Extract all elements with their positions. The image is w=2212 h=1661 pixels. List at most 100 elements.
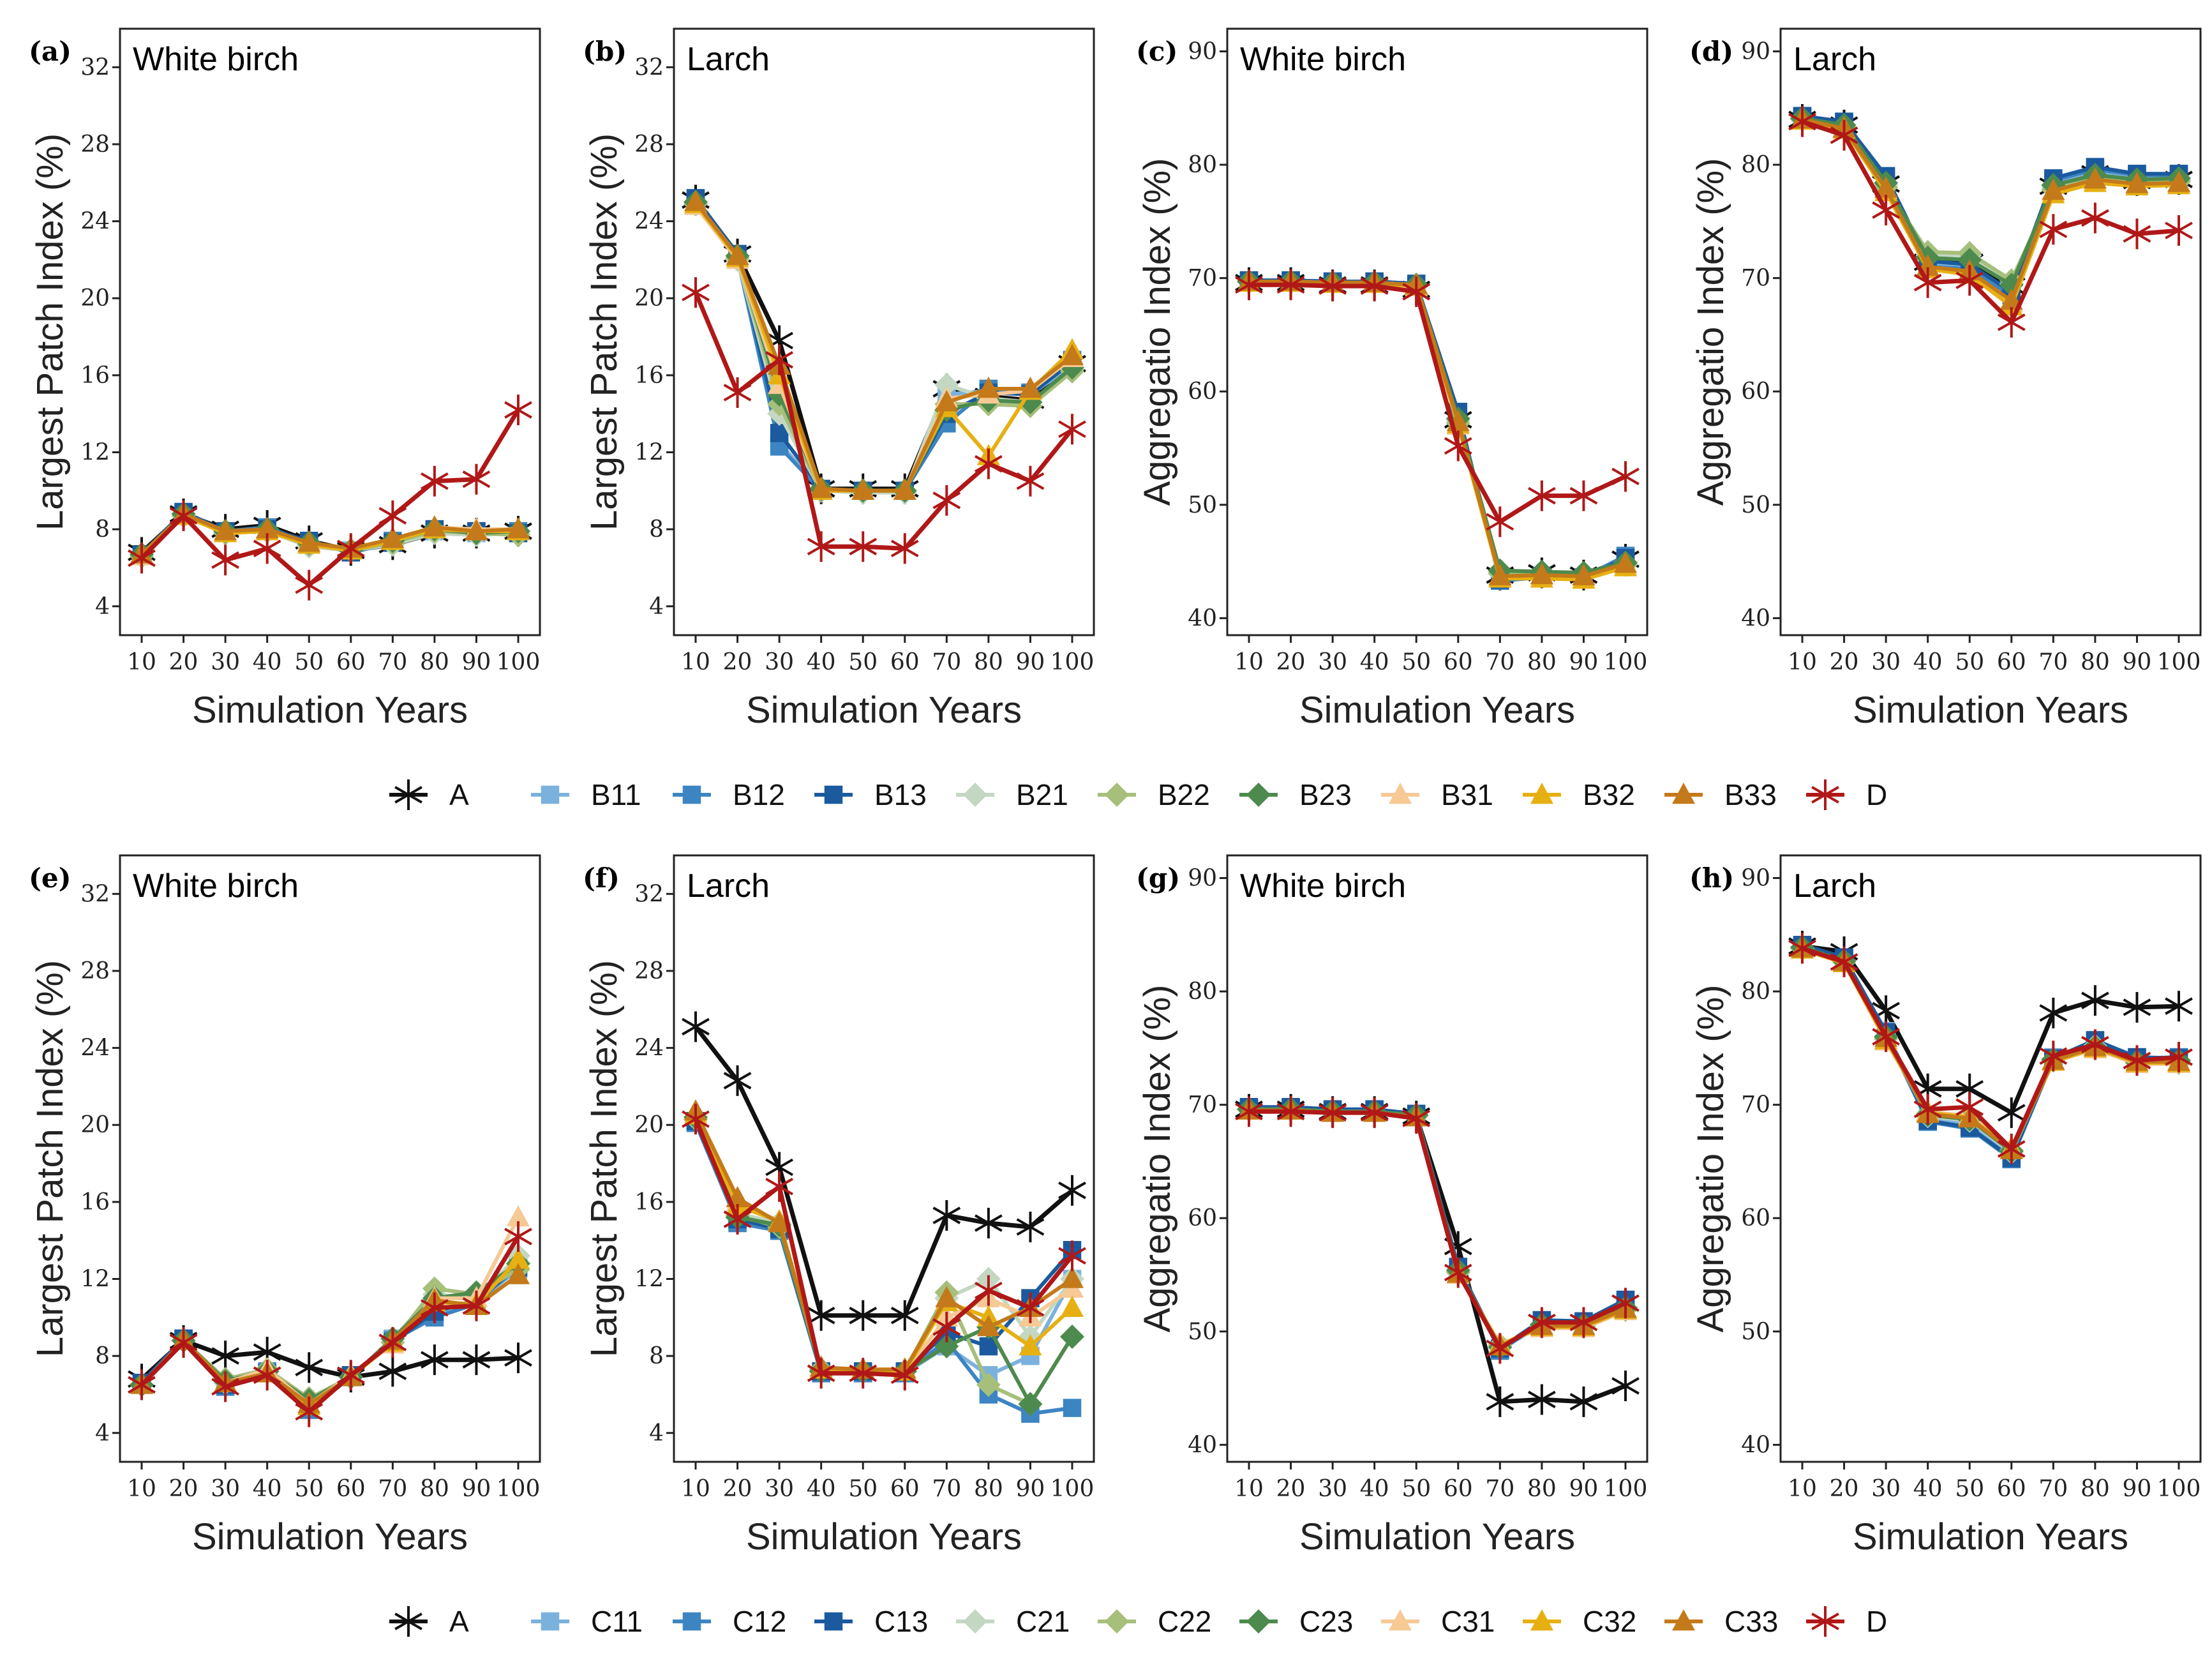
plot-frame	[119, 27, 541, 636]
legend-label: C32	[1583, 1605, 1636, 1638]
data-point-D	[1402, 1102, 1431, 1134]
x-tick-label: 90	[1569, 649, 1599, 675]
x-tick-label: 20	[723, 649, 752, 675]
data-point-D	[1997, 306, 2026, 338]
series-line-D	[1249, 1109, 1627, 1351]
legend-marker-C21	[963, 1609, 987, 1634]
x-tick-label: 20	[169, 649, 198, 675]
data-point-D	[682, 277, 710, 308]
data-point-D	[1955, 265, 1984, 296]
panel-title: White birch	[133, 41, 299, 78]
legend-marker-A	[394, 1606, 422, 1637]
x-tick-label: 40	[253, 1476, 282, 1502]
data-point-D	[1997, 1133, 2026, 1164]
data-point-D	[1276, 269, 1305, 301]
y-axis-title: Largest Patch Index (%)	[29, 133, 71, 530]
y-tick-label: 80	[1188, 152, 1217, 178]
legend-label: C13	[874, 1605, 928, 1638]
x-tick-label: 60	[1997, 649, 2026, 675]
legend-label: B21	[1016, 778, 1068, 811]
data-point-D	[169, 500, 198, 532]
data-point-B33	[506, 517, 530, 539]
x-tick-label: 90	[1016, 1476, 1045, 1502]
x-axis-title: Simulation Years	[1853, 1516, 2128, 1558]
series-D	[1235, 1096, 1640, 1364]
x-tick-label: 40	[1360, 649, 1389, 675]
legend-label: B33	[1724, 778, 1777, 811]
x-tick-label: 60	[1997, 1476, 2026, 1502]
x-tick-label: 70	[1485, 1476, 1514, 1502]
x-tick-label: 50	[1955, 1476, 1984, 1502]
y-tick-label: 50	[1188, 1319, 1217, 1345]
data-point-A	[378, 1356, 407, 1387]
y-tick-label: 12	[634, 1266, 664, 1292]
data-point-D	[2039, 1041, 2068, 1072]
data-point-D	[253, 533, 281, 564]
x-tick-label: 30	[1871, 649, 1901, 675]
series-line-C33	[694, 1110, 1073, 1372]
data-point-D	[1058, 1240, 1086, 1272]
legend-marker-A	[394, 779, 422, 810]
x-tick-label: 50	[294, 649, 324, 675]
panel-a: 4 8 12 16 20 24 28 32 10 20 30 40 50 60 70 80 90 100 Simul…	[29, 27, 541, 731]
panel-e: 4 8 12 16 20 24 28 32 10 20 30 40 50 60 70 80 90 100 Simul…	[29, 854, 541, 1558]
data-point-D	[253, 1360, 281, 1391]
x-tick-label: 70	[378, 649, 407, 675]
legend-marker-B11	[541, 785, 560, 804]
legend-item-C33: C33	[1664, 1605, 1778, 1638]
data-point-B33	[1874, 176, 1898, 198]
legend-marker-C13	[824, 1612, 843, 1631]
data-point-A	[462, 1344, 491, 1376]
y-tick-label: 32	[634, 881, 664, 907]
y-tick-label: 28	[80, 132, 110, 158]
data-point-B33	[2125, 172, 2149, 193]
x-tick-label: 60	[1444, 1476, 1473, 1502]
y-tick-label: 4	[649, 1420, 664, 1447]
legend-label: A	[449, 1605, 469, 1638]
x-tick-label: 10	[681, 1476, 710, 1502]
legend-marker-B13	[824, 785, 843, 804]
y-tick-label: 80	[1741, 152, 1770, 178]
legend-item-C12: C12	[673, 1605, 786, 1638]
y-tick-label: 40	[1741, 1432, 1770, 1458]
data-point-D	[421, 1292, 449, 1323]
y-tick-label: 50	[1188, 492, 1217, 518]
data-point-A	[1997, 1097, 2026, 1129]
plot-frame	[1779, 854, 2202, 1463]
legend-marker-B32	[1530, 783, 1554, 804]
y-tick-label: 80	[1741, 979, 1770, 1005]
data-point-A	[211, 1341, 239, 1372]
series-D	[1788, 933, 2193, 1164]
x-tick-label: 50	[848, 1476, 878, 1502]
data-point-D	[1058, 414, 1086, 445]
data-point-D	[1611, 461, 1640, 492]
legend-label: B22	[1158, 778, 1210, 811]
y-tick-label: 40	[1188, 1432, 1217, 1458]
data-point-D	[2081, 202, 2109, 234]
data-point-A	[295, 1352, 324, 1383]
legend-item-C31: C31	[1381, 1605, 1495, 1638]
data-point-B33	[684, 190, 708, 211]
panel-label: (d)	[1689, 36, 1733, 67]
data-point-B33	[976, 376, 1000, 398]
series-D	[682, 1104, 1086, 1391]
plot-frame	[1226, 854, 1648, 1463]
x-tick-label: 90	[1569, 1476, 1599, 1502]
x-tick-label: 30	[211, 1476, 240, 1502]
legend-marker-B21	[963, 783, 987, 807]
y-tick-label: 80	[1188, 979, 1217, 1005]
x-tick-label: 100	[1050, 649, 1095, 675]
x-tick-label: 100	[497, 649, 541, 675]
data-point-D	[1913, 267, 1942, 298]
data-point-D	[1444, 430, 1472, 462]
y-tick-label: 24	[634, 1035, 664, 1062]
legend-item-D: D	[1806, 1605, 1887, 1638]
data-point-D	[975, 448, 1003, 479]
legend-marker-D	[1811, 779, 1839, 810]
panel-label: (a)	[29, 36, 71, 67]
x-tick-label: 100	[1604, 649, 1648, 675]
legend-item-C21: C21	[956, 1605, 1070, 1638]
x-tick-label: 30	[1318, 649, 1347, 675]
y-tick-label: 70	[1188, 266, 1217, 292]
